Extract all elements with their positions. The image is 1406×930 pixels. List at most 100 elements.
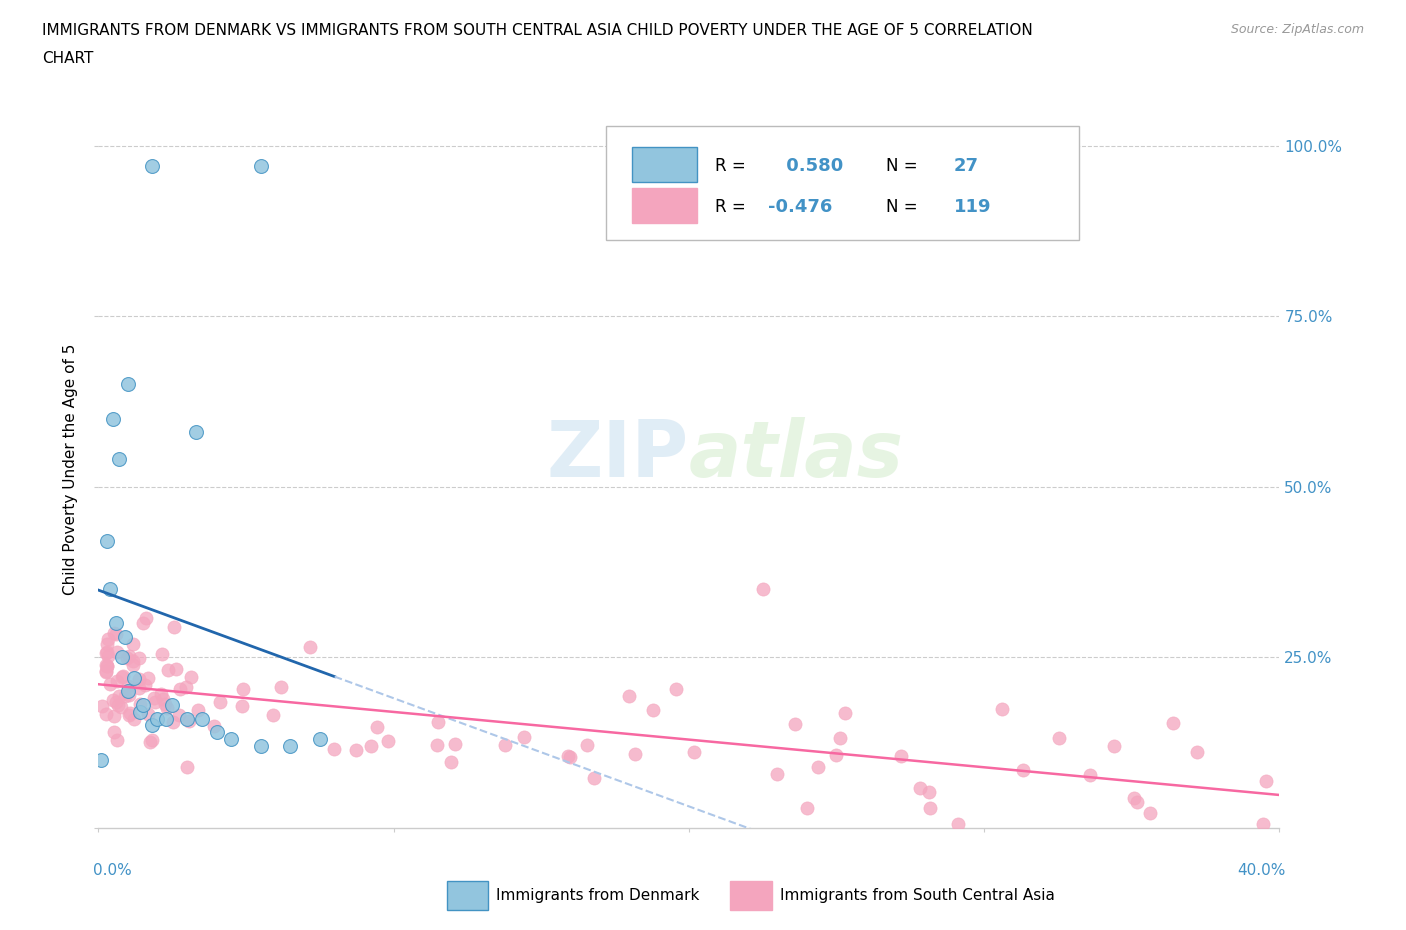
Point	[191, 711, 214, 726]
Point	[783, 716, 806, 731]
Point	[132, 616, 155, 631]
Point	[167, 707, 190, 722]
Point	[796, 801, 818, 816]
Point	[908, 781, 931, 796]
Point	[205, 724, 228, 739]
Point	[118, 649, 141, 664]
Point	[1161, 715, 1184, 730]
Point	[115, 651, 138, 666]
FancyBboxPatch shape	[447, 882, 488, 910]
Point	[153, 697, 176, 711]
Text: R =: R =	[714, 157, 751, 175]
Point	[90, 752, 112, 767]
Point	[180, 670, 202, 684]
Point	[250, 159, 273, 174]
Point	[111, 669, 134, 684]
Point	[250, 738, 273, 753]
Point	[576, 737, 599, 752]
Point	[105, 673, 128, 688]
Point	[128, 680, 150, 695]
Point	[557, 749, 579, 764]
Point	[752, 581, 775, 596]
Point	[360, 739, 382, 754]
Point	[114, 630, 136, 644]
FancyBboxPatch shape	[606, 126, 1078, 241]
Point	[103, 724, 125, 739]
Point	[100, 677, 122, 692]
Point	[150, 647, 173, 662]
Point	[117, 679, 139, 694]
Point	[179, 713, 201, 728]
Point	[344, 743, 367, 758]
Point	[111, 650, 134, 665]
Point	[1012, 763, 1035, 777]
Point	[143, 695, 166, 710]
Point	[117, 377, 139, 392]
Point	[105, 695, 128, 710]
Point	[103, 708, 125, 723]
Point	[163, 619, 186, 634]
Point	[96, 648, 118, 663]
Point	[427, 714, 450, 729]
Point	[176, 760, 198, 775]
Text: -0.476: -0.476	[768, 198, 832, 216]
Point	[322, 741, 344, 756]
Point	[141, 718, 163, 733]
Text: ZIP: ZIP	[547, 418, 689, 493]
Point	[94, 664, 117, 679]
Point	[991, 701, 1014, 716]
Point	[105, 733, 128, 748]
Point	[132, 698, 155, 712]
Point	[129, 697, 152, 711]
Point	[824, 748, 846, 763]
Point	[111, 670, 134, 684]
Point	[156, 700, 179, 715]
Point	[139, 735, 162, 750]
Text: 119: 119	[953, 198, 991, 216]
Point	[117, 687, 139, 702]
Point	[105, 644, 128, 659]
Point	[280, 738, 302, 753]
Text: Immigrants from Denmark: Immigrants from Denmark	[496, 888, 700, 903]
Point	[830, 730, 852, 745]
Point	[105, 616, 128, 631]
Point	[890, 749, 912, 764]
Point	[128, 671, 150, 686]
Text: 0.0%: 0.0%	[93, 863, 131, 878]
Text: R =: R =	[714, 198, 751, 216]
Point	[558, 750, 581, 764]
Point	[103, 626, 125, 641]
Text: Source: ZipAtlas.com: Source: ZipAtlas.com	[1230, 23, 1364, 36]
Point	[96, 664, 118, 679]
Point	[98, 581, 121, 596]
Point	[107, 698, 129, 712]
Point	[440, 754, 463, 769]
Text: Immigrants from South Central Asia: Immigrants from South Central Asia	[780, 888, 1054, 903]
Text: N =: N =	[886, 198, 924, 216]
Point	[1139, 806, 1161, 821]
Point	[118, 708, 141, 723]
Point	[90, 699, 112, 714]
Point	[108, 452, 131, 467]
Point	[176, 711, 198, 726]
Point	[202, 719, 225, 734]
Point	[513, 729, 536, 744]
Point	[152, 692, 174, 707]
Text: IMMIGRANTS FROM DENMARK VS IMMIGRANTS FROM SOUTH CENTRAL ASIA CHILD POVERTY UNDE: IMMIGRANTS FROM DENMARK VS IMMIGRANTS FR…	[42, 23, 1033, 38]
Point	[122, 658, 145, 672]
Point	[155, 711, 177, 726]
Point	[96, 658, 118, 673]
Point	[96, 645, 118, 660]
FancyBboxPatch shape	[730, 882, 772, 910]
Point	[623, 747, 645, 762]
Text: atlas: atlas	[689, 418, 904, 493]
Point	[135, 610, 157, 625]
Point	[918, 800, 941, 815]
Point	[582, 771, 605, 786]
Point	[221, 732, 243, 747]
Text: 0.580: 0.580	[780, 157, 844, 175]
Point	[162, 715, 184, 730]
Point	[426, 737, 449, 752]
Point	[150, 686, 173, 701]
Point	[96, 637, 118, 652]
